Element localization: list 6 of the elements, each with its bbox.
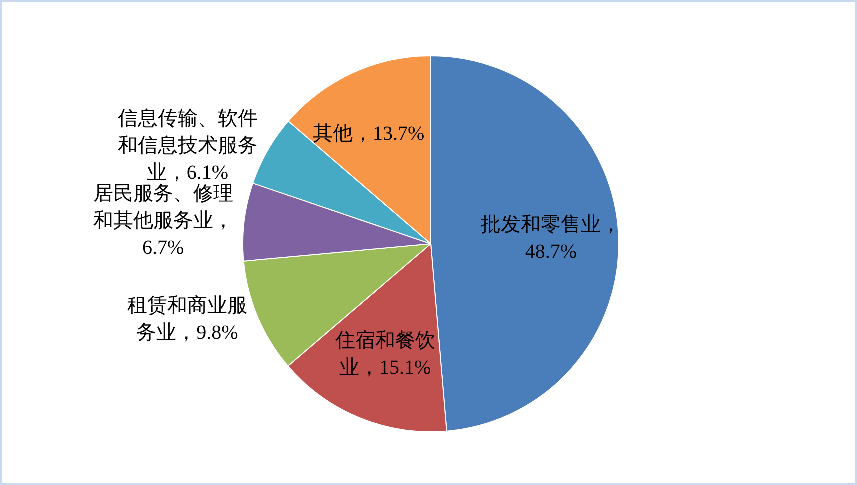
slice-label: 其他，13.7% [313, 122, 425, 148]
slice-label: 信息传输、软件和信息技术服务业，6.1% [118, 107, 259, 184]
slice-label: 住宿和餐饮业，15.1% [334, 329, 436, 382]
slice-label: 居民服务、修理和其他服务业，6.7% [92, 182, 234, 261]
slice-label: 租赁和商业服务业，9.8% [126, 294, 248, 346]
slice-label: 批发和零售业，48.7% [480, 212, 622, 265]
